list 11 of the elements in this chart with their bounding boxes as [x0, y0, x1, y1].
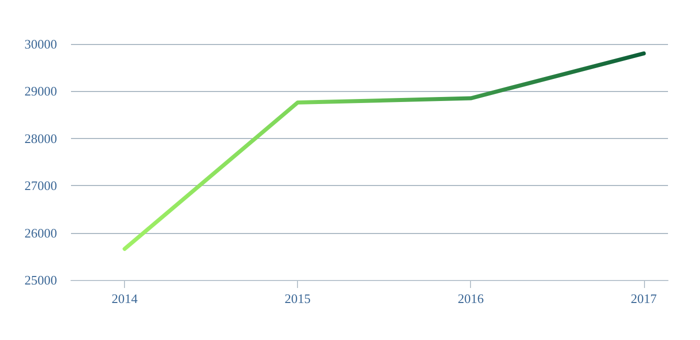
x-tick-label: 2015: [284, 291, 311, 306]
x-tick-label: 2014: [112, 291, 138, 306]
y-tick-label: 25000: [24, 272, 57, 288]
line-series: [122, 51, 646, 251]
y-tick-label: 28000: [24, 130, 57, 146]
y-tick-label: 26000: [24, 225, 57, 240]
y-tick-label: 27000: [24, 178, 57, 194]
y-tick-label: 30000: [24, 36, 57, 52]
x-tick-label: 2017: [630, 291, 658, 306]
x-tick-label: 2016: [458, 291, 484, 306]
y-tick-label: 29000: [24, 84, 57, 99]
